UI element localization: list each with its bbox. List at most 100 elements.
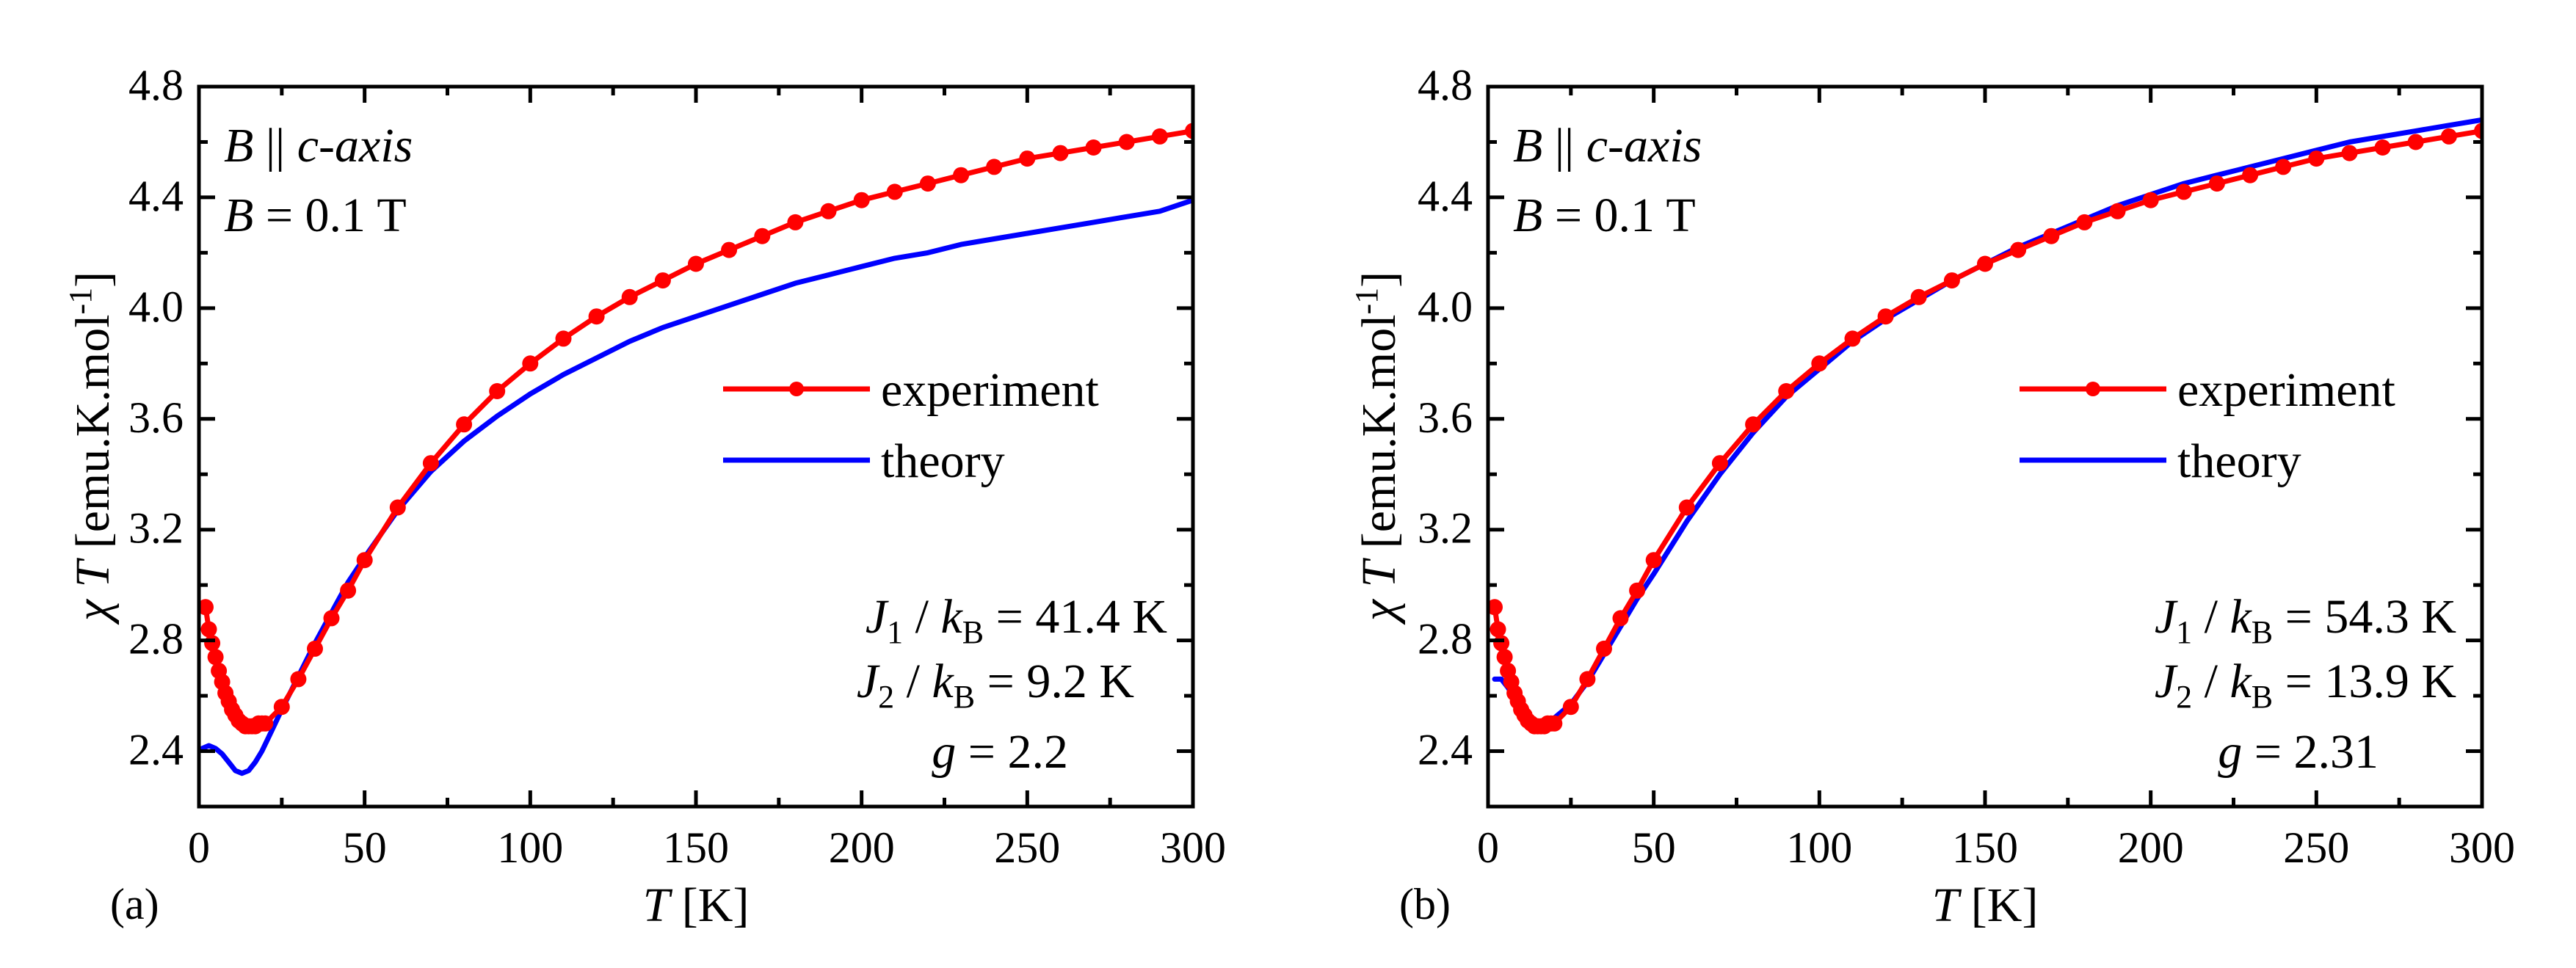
panel-b-experiment-point	[2374, 139, 2391, 156]
panel-a-experiment-point	[1185, 123, 1193, 139]
panel-b-experiment-point	[2010, 241, 2027, 258]
panel-b-x-tick-label: 0	[1477, 823, 1499, 872]
panel-b-x-tick-label: 200	[2118, 823, 2184, 872]
panel-a-experiment-point	[273, 699, 290, 716]
panel-b-x-axis-unit: [K]	[1971, 878, 2039, 932]
panel-b-experiment-point	[2275, 159, 2292, 175]
panel-b-experiment-point	[1546, 715, 1563, 732]
panel-a-x-tick-label: 0	[188, 823, 210, 872]
panel-a-experiment-point	[555, 330, 572, 347]
panel-a-x-tick-label: 150	[663, 823, 729, 872]
panel-b-field-direction-symbol: B	[1513, 119, 1542, 172]
panel-a-experiment-point	[986, 159, 1003, 175]
panel-b-field-value-text: = 0.1 T	[1542, 189, 1695, 242]
panel-b-y-axis-close: ]	[1352, 272, 1406, 288]
panel-a-x-tick-label: 200	[829, 823, 895, 872]
panel-b-experiment-point	[2109, 203, 2126, 219]
panel-b-param-j2-value: = 13.9 K	[2273, 655, 2456, 708]
panel-a-y-axis-chi: χ	[66, 598, 120, 625]
panel-a-experiment-point	[356, 552, 373, 569]
panel-b-param-j1-ksub: B	[2252, 614, 2273, 650]
panel-a-experiment-point	[522, 355, 539, 372]
panel-a-experiment-point	[886, 183, 903, 200]
panel-a-ticks-layer	[197, 84, 1195, 809]
panel-b-param-j2-k: k	[2229, 655, 2252, 708]
panel-a-x-tick-label: 100	[497, 823, 563, 872]
panel-a-experiment-point	[290, 671, 307, 688]
panel-a-x-tick-label: 300	[1160, 823, 1226, 872]
panel-b-ticks-layer	[1486, 84, 2484, 809]
panel-b-experiment-point	[2242, 167, 2259, 183]
panel-a-experiment-point	[1151, 128, 1168, 145]
panel-b-experiment-point	[2440, 128, 2457, 145]
panel-a-legend-theory-label: theory	[881, 434, 1005, 488]
panel-b-legend: experiment theory	[2020, 363, 2395, 488]
panel-b-param-j1-slash: /	[2192, 590, 2229, 644]
panel-a-field-direction: B || c-axis	[224, 119, 413, 172]
panel-b-y-axis-chi: χ	[1352, 598, 1406, 625]
panel-b-experiment-point	[1562, 699, 1579, 716]
panel-a-experiment-point	[340, 582, 357, 599]
panel-b-y-axis-unit: [emu.K.mol	[1352, 314, 1406, 548]
panel-b-experiment-point	[1645, 552, 1662, 569]
panel-a-series-layer	[199, 123, 1193, 776]
panel-b-field-value: B = 0.1 T	[1513, 189, 1696, 242]
panel-a-x-axis-label: T [K]	[643, 878, 750, 932]
panel-a-y-axis-close: ]	[66, 272, 120, 288]
panel-a-label: (a)	[110, 880, 159, 928]
panel-a-experiment-point	[1019, 150, 1036, 167]
panel-a-param-j1-sub: 1	[887, 614, 903, 650]
panel-a-param-j2-sub: 2	[878, 679, 894, 715]
panel-b-param-j1: J1 / kB = 54.3 K	[2155, 590, 2456, 650]
panel-a-experiment-point	[199, 599, 214, 616]
panel-b-experiment-point	[1488, 599, 1503, 616]
panel-a-field-direction-axis: c-axis	[297, 119, 413, 172]
panel-b-experiment-point	[1490, 621, 1506, 638]
panel-b-experiment-point	[1844, 330, 1861, 347]
panel-b-y-axis-label: χ T [emu.K.mol-1]	[1349, 272, 1406, 625]
panel-a-param-g-value: = 2.2	[956, 725, 1068, 779]
panel-b-experiment-point	[1629, 582, 1646, 599]
panel-a-field-direction-sep: ||	[253, 119, 297, 172]
panel-b-parameters: J1 / kB = 54.3 K J2 / kB = 13.9 K g = 2.…	[2155, 590, 2456, 779]
panel-b-tick-labels: 0 50 100 150 200 250 300 2.4 2.8 3.2 3.6…	[1418, 61, 2515, 872]
panel-a-legend: experiment theory	[723, 363, 1099, 488]
panel-a-y-tick-label: 2.8	[128, 615, 184, 663]
panel-a-experiment-point	[820, 203, 837, 219]
panel-a-experiment-point	[489, 383, 506, 399]
panel-b-param-j2: J2 / kB = 13.9 K	[2155, 655, 2456, 715]
panel-a-param-j1-slash: /	[903, 590, 940, 644]
panel-b-field-direction-axis: c-axis	[1586, 119, 1702, 172]
panel-a-param-g-sym: g	[932, 725, 956, 779]
panel-a-field-value: B = 0.1 T	[224, 189, 407, 242]
panel-a-experiment-point	[754, 228, 771, 244]
panel-b-y-tick-label: 2.8	[1418, 615, 1473, 663]
panel-b-experiment-point	[2142, 192, 2159, 208]
panel-b-experiment-point	[2043, 228, 2060, 244]
panel-a-experiment-point	[919, 175, 936, 192]
panel-a-experiment-point	[456, 416, 473, 433]
panel-a-param-j1-value: = 41.4 K	[984, 590, 1167, 644]
panel-b-experiment-point	[1778, 383, 1795, 399]
panel-a-experiment-point	[207, 649, 224, 666]
panel-a-experiment-point	[204, 635, 221, 652]
panel-b-experiment-point	[2341, 145, 2358, 161]
panel-a-field-value-text: = 0.1 T	[253, 189, 406, 242]
panel-a-param-j1-ksub: B	[962, 614, 984, 650]
panel-b-x-axis-label: T [K]	[1932, 878, 2039, 932]
panel-a-experiment-point	[1118, 134, 1135, 150]
panel-b-param-j2-sym: J	[2155, 655, 2178, 708]
panel-a-experiment-point	[654, 272, 671, 289]
panel-a-experiment-point	[787, 214, 804, 230]
panel-b-x-tick-label: 150	[1952, 823, 2018, 872]
panel-a-experiment-point	[688, 255, 704, 272]
panel-a-field-value-symbol: B	[224, 189, 253, 242]
panel-a-y-tick-label: 3.6	[128, 393, 184, 442]
panel-a: 0 50 100 150 200 250 300 2.4 2.8 3.2 3.6…	[62, 61, 1226, 932]
panel-a-theory-line	[200, 197, 1193, 776]
panel-b-experiment-point	[1943, 272, 1960, 289]
panel-b-y-tick-label: 4.0	[1418, 283, 1473, 331]
panel-a-legend-experiment-label: experiment	[881, 363, 1099, 417]
panel-b-experiment-point	[2474, 123, 2482, 139]
panel-b-x-axis-symbol: T	[1932, 878, 1962, 932]
